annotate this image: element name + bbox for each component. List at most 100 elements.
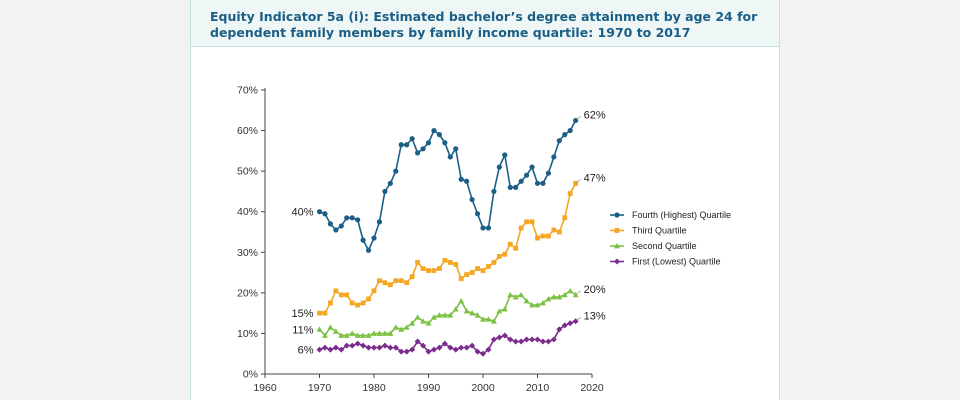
data-point [447, 154, 453, 160]
data-point [409, 274, 415, 280]
x-tick-label: 1990 [417, 382, 441, 394]
data-point [376, 219, 383, 225]
x-tick-label: 2010 [526, 382, 550, 394]
data-point [614, 212, 620, 218]
data-point [355, 217, 361, 223]
data-point [398, 142, 404, 148]
data-point [512, 338, 519, 345]
data-point [442, 258, 448, 263]
y-tick-label: 10% [237, 328, 258, 340]
data-point [458, 297, 465, 304]
data-point [344, 292, 350, 298]
data-point [567, 287, 574, 294]
data-point [501, 332, 508, 339]
data-point [382, 280, 388, 286]
x-tick-label: 1970 [308, 382, 332, 394]
data-point [349, 215, 355, 221]
data-point [464, 272, 470, 277]
data-point [486, 264, 491, 269]
data-point [614, 243, 620, 249]
series-end-label: 13% [584, 310, 606, 322]
series-end-label: 47% [584, 172, 606, 184]
data-point [480, 225, 486, 231]
data-point [398, 326, 405, 332]
data-point [425, 348, 432, 355]
data-point [376, 344, 383, 351]
data-point [556, 138, 562, 144]
data-point [507, 184, 513, 190]
data-point [317, 310, 322, 316]
data-point [322, 211, 328, 217]
data-point [550, 336, 557, 343]
data-point [551, 227, 557, 233]
data-point [540, 180, 546, 186]
data-point [431, 268, 437, 273]
data-point [409, 346, 416, 353]
data-point [381, 342, 388, 349]
data-point [452, 346, 459, 353]
data-point [437, 266, 442, 271]
data-point [393, 168, 399, 174]
data-point [523, 336, 530, 343]
x-tick-label: 1980 [362, 382, 386, 394]
data-point [458, 344, 465, 351]
end-label-leader [576, 178, 581, 183]
data-point [392, 344, 399, 351]
data-point [322, 310, 328, 316]
data-point [360, 342, 367, 349]
data-point [556, 293, 563, 300]
data-point [321, 332, 328, 338]
data-point [458, 176, 464, 182]
data-point [469, 270, 475, 275]
data-point [490, 318, 497, 324]
data-point [327, 221, 333, 227]
data-point [377, 278, 382, 284]
data-point [518, 291, 525, 298]
data-point [442, 140, 448, 146]
data-point [338, 346, 345, 353]
chart-card: Equity Indicator 5a (i): Estimated bache… [190, 0, 780, 400]
data-point [420, 146, 426, 152]
data-point [513, 245, 519, 251]
data-point [360, 300, 366, 306]
data-point [344, 215, 350, 221]
data-point [371, 344, 377, 351]
data-point [365, 332, 372, 338]
data-point [436, 132, 442, 138]
data-point [539, 338, 546, 345]
series-line [319, 120, 577, 252]
data-point [529, 336, 536, 343]
data-point [452, 306, 459, 312]
data-point [447, 260, 453, 265]
data-point [447, 344, 454, 351]
data-point [398, 278, 404, 284]
series-line [319, 182, 577, 314]
data-point [420, 266, 426, 271]
y-tick-label: 70% [237, 85, 258, 97]
data-point [420, 318, 427, 324]
data-point [409, 320, 416, 326]
data-point [534, 180, 541, 186]
data-point [343, 332, 350, 338]
data-point [474, 312, 481, 318]
y-tick-label: 0% [243, 369, 258, 381]
data-point [490, 336, 497, 343]
data-point [545, 170, 551, 176]
data-point [387, 180, 393, 186]
series-start-label: 11% [292, 324, 313, 336]
data-point [529, 302, 536, 308]
data-point [546, 233, 551, 239]
data-point [425, 140, 432, 146]
data-point [404, 142, 410, 148]
data-point [524, 219, 529, 225]
data-point [453, 146, 459, 152]
data-point [518, 225, 524, 231]
data-point [403, 324, 410, 330]
data-point [371, 330, 377, 336]
data-point [475, 266, 480, 271]
data-point [333, 288, 339, 294]
data-point [507, 241, 513, 247]
series-start-label: 40% [291, 207, 313, 219]
data-point [550, 293, 557, 300]
data-point [545, 295, 552, 302]
